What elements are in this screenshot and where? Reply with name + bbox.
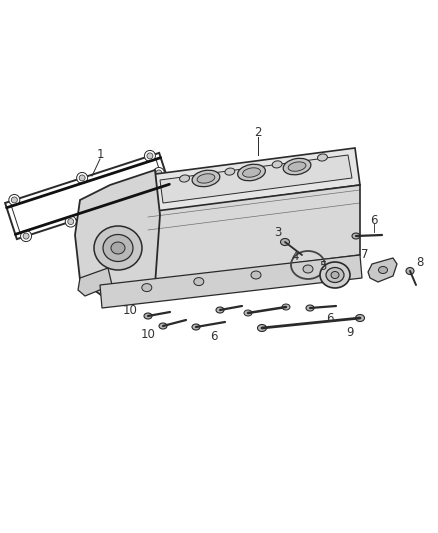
Ellipse shape bbox=[144, 313, 152, 319]
Text: 6: 6 bbox=[210, 330, 218, 343]
Ellipse shape bbox=[280, 238, 290, 246]
Text: 8: 8 bbox=[416, 255, 424, 269]
Ellipse shape bbox=[243, 168, 261, 177]
Text: 1: 1 bbox=[96, 149, 104, 161]
Circle shape bbox=[11, 197, 18, 203]
Ellipse shape bbox=[238, 164, 265, 181]
Circle shape bbox=[156, 187, 167, 198]
Circle shape bbox=[79, 175, 85, 181]
Ellipse shape bbox=[258, 325, 266, 332]
Ellipse shape bbox=[306, 305, 314, 311]
Ellipse shape bbox=[216, 307, 224, 313]
Circle shape bbox=[9, 195, 20, 205]
Circle shape bbox=[156, 170, 162, 176]
Ellipse shape bbox=[288, 162, 306, 171]
Polygon shape bbox=[148, 148, 360, 212]
Ellipse shape bbox=[192, 170, 220, 187]
Ellipse shape bbox=[180, 175, 190, 182]
Circle shape bbox=[23, 233, 29, 239]
Circle shape bbox=[159, 189, 165, 195]
Ellipse shape bbox=[142, 284, 152, 292]
Text: 7: 7 bbox=[361, 247, 369, 261]
Ellipse shape bbox=[331, 271, 339, 279]
Ellipse shape bbox=[244, 310, 252, 316]
Polygon shape bbox=[160, 155, 352, 203]
Ellipse shape bbox=[194, 278, 204, 286]
Ellipse shape bbox=[303, 265, 313, 273]
Ellipse shape bbox=[94, 226, 142, 270]
Polygon shape bbox=[75, 170, 160, 300]
Text: 3: 3 bbox=[274, 227, 282, 239]
Ellipse shape bbox=[406, 268, 414, 274]
Circle shape bbox=[145, 150, 155, 161]
Text: 6: 6 bbox=[370, 214, 378, 227]
Circle shape bbox=[112, 201, 123, 212]
Ellipse shape bbox=[103, 235, 133, 262]
Ellipse shape bbox=[159, 323, 167, 329]
Ellipse shape bbox=[356, 314, 364, 321]
Ellipse shape bbox=[282, 304, 290, 310]
Ellipse shape bbox=[352, 233, 360, 239]
Text: 10: 10 bbox=[123, 303, 138, 317]
Circle shape bbox=[114, 204, 120, 209]
Text: 9: 9 bbox=[346, 327, 354, 340]
Ellipse shape bbox=[192, 324, 200, 330]
Ellipse shape bbox=[251, 271, 261, 279]
Text: 6: 6 bbox=[326, 311, 334, 325]
Text: 10: 10 bbox=[141, 327, 155, 341]
Circle shape bbox=[21, 231, 32, 241]
Text: 5: 5 bbox=[319, 261, 327, 273]
Ellipse shape bbox=[320, 262, 350, 288]
Polygon shape bbox=[78, 268, 112, 296]
Ellipse shape bbox=[283, 158, 311, 175]
Polygon shape bbox=[148, 185, 360, 282]
Ellipse shape bbox=[326, 268, 344, 282]
Ellipse shape bbox=[272, 161, 282, 168]
Circle shape bbox=[77, 173, 88, 183]
Ellipse shape bbox=[225, 168, 235, 175]
Circle shape bbox=[153, 167, 164, 179]
Ellipse shape bbox=[197, 174, 215, 183]
Polygon shape bbox=[368, 258, 397, 282]
Circle shape bbox=[147, 153, 153, 159]
Text: 2: 2 bbox=[254, 126, 262, 140]
Circle shape bbox=[65, 216, 76, 227]
Ellipse shape bbox=[378, 266, 388, 273]
Ellipse shape bbox=[318, 154, 328, 161]
Text: 4: 4 bbox=[291, 251, 299, 263]
Polygon shape bbox=[100, 255, 362, 308]
Ellipse shape bbox=[111, 242, 125, 254]
Circle shape bbox=[68, 219, 74, 224]
